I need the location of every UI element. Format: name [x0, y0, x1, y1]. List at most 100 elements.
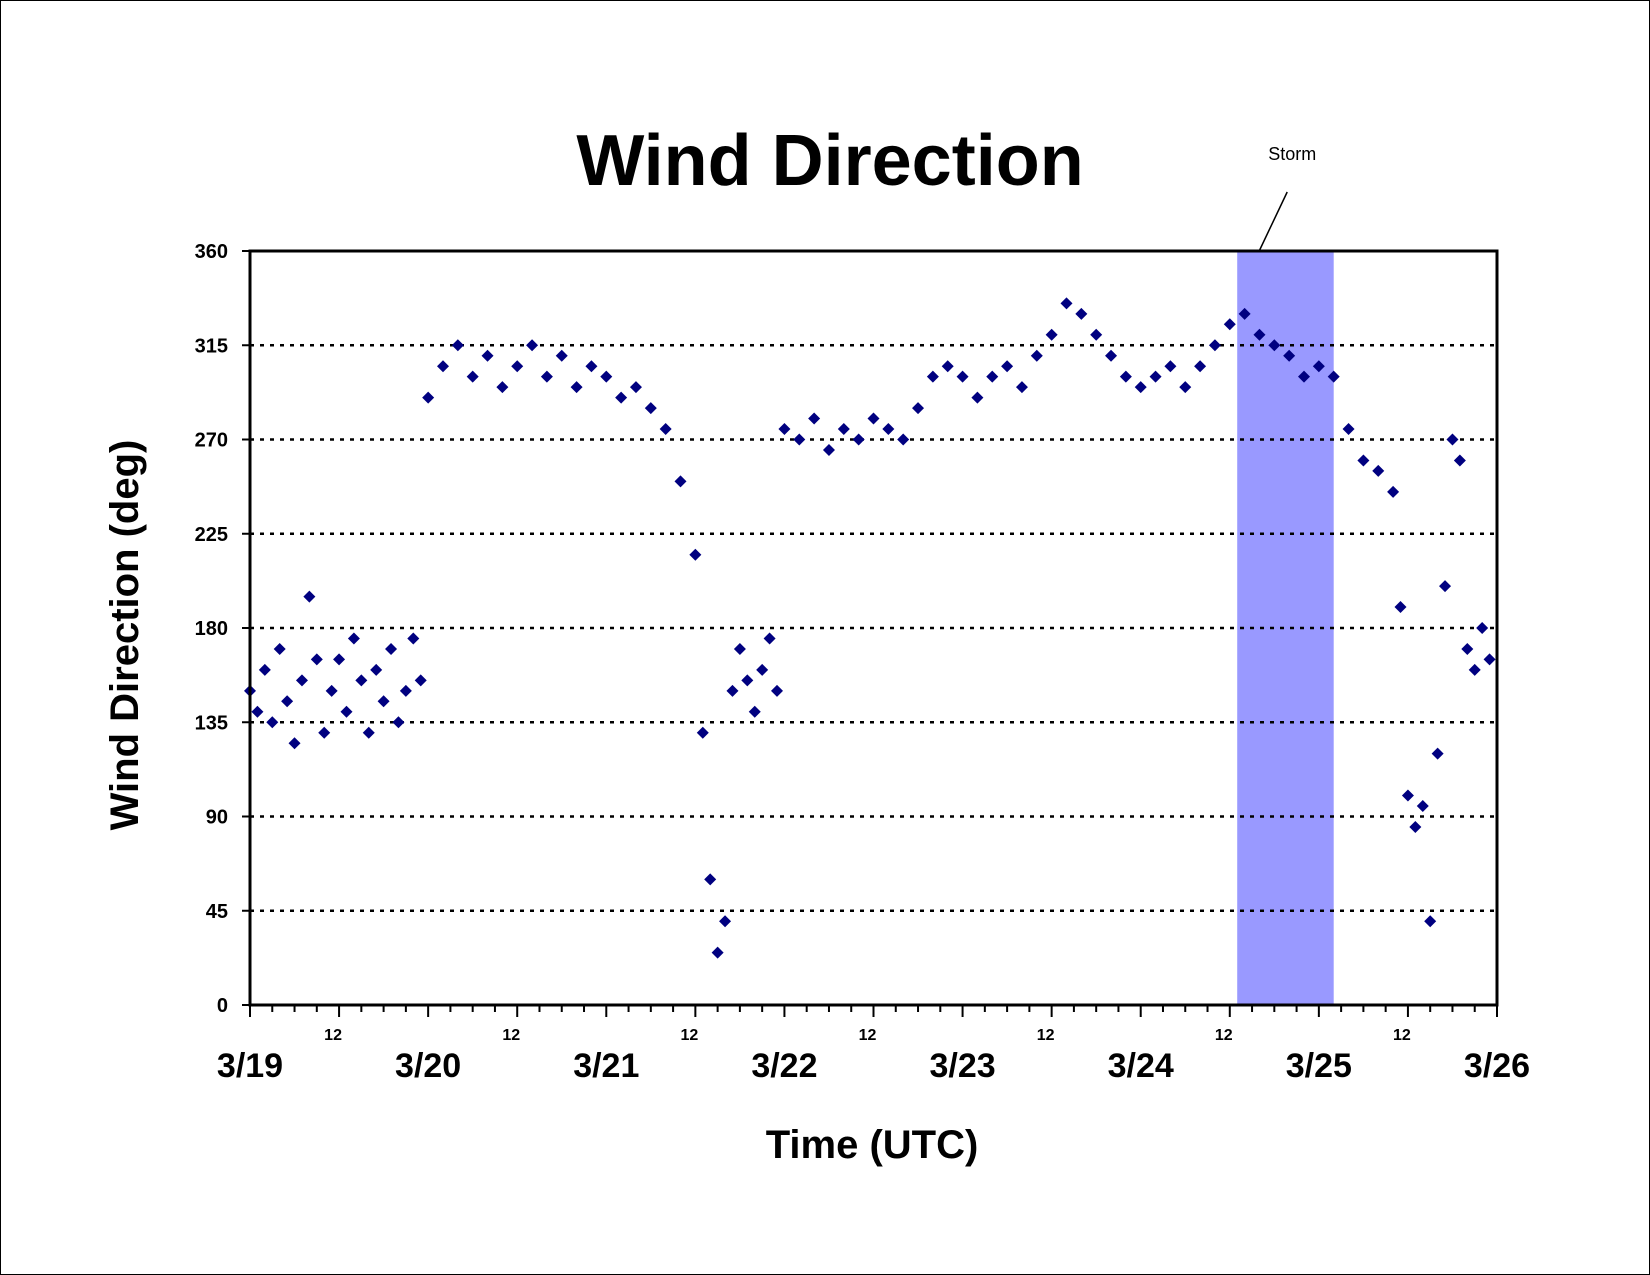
y-tick-label: 135	[195, 712, 228, 734]
data-point	[526, 339, 539, 352]
data-point	[941, 360, 954, 373]
storm-annotation-leader	[1258, 191, 1288, 252]
data-point	[436, 360, 449, 373]
x-axis-title: Time (UTC)	[766, 1123, 979, 1167]
data-point	[466, 370, 479, 383]
data-point	[1045, 328, 1058, 341]
y-tick-label: 270	[195, 430, 228, 452]
data-point	[771, 684, 784, 697]
data-point	[689, 548, 702, 561]
data-point	[1416, 800, 1429, 813]
x-tick-minor-label: 12	[1215, 1027, 1233, 1044]
data-point	[496, 381, 509, 394]
data-point	[1238, 307, 1251, 320]
data-point	[1424, 915, 1437, 928]
data-point	[882, 423, 895, 436]
data-point	[310, 653, 323, 666]
data-point	[251, 705, 264, 718]
y-tick-label: 315	[195, 335, 228, 357]
data-point	[273, 642, 286, 655]
data-point	[1015, 381, 1028, 394]
data-point	[1179, 381, 1192, 394]
data-point	[1312, 360, 1325, 373]
data-point	[266, 716, 279, 729]
data-point	[1342, 423, 1355, 436]
chart-title: Wind Direction	[576, 121, 1083, 201]
data-point	[347, 632, 360, 645]
x-tick-label: 3/24	[1108, 1047, 1174, 1085]
storm-annotation-label: Storm	[1268, 144, 1316, 164]
gridlines	[250, 344, 1497, 912]
x-tick-minor-label: 12	[324, 1027, 342, 1044]
data-point	[674, 475, 687, 488]
data-point	[1409, 820, 1422, 833]
data-point	[719, 915, 732, 928]
data-point	[1001, 360, 1014, 373]
data-point	[392, 716, 405, 729]
data-point	[659, 423, 672, 436]
data-point	[1468, 663, 1481, 676]
data-point	[912, 402, 925, 415]
x-tick-label: 3/25	[1286, 1047, 1352, 1085]
data-point	[1223, 318, 1236, 331]
data-point	[629, 381, 642, 394]
y-tick-label: 225	[195, 524, 228, 546]
data-point	[1134, 381, 1147, 394]
data-point	[1298, 370, 1311, 383]
y-axis-ticks: 0 45 90 135 180 225 270 315 360	[195, 241, 250, 1017]
data-point	[1105, 349, 1118, 362]
data-point	[1387, 485, 1400, 498]
data-point	[258, 663, 271, 676]
data-point	[926, 370, 939, 383]
y-tick-label: 180	[195, 618, 228, 640]
data-point	[763, 632, 776, 645]
x-tick-minor-label: 12	[1393, 1027, 1411, 1044]
data-point	[511, 360, 524, 373]
data-point	[414, 674, 427, 687]
data-point	[986, 370, 999, 383]
data-point	[837, 423, 850, 436]
data-point	[1476, 622, 1489, 634]
data-point	[696, 726, 709, 739]
data-point	[1164, 360, 1177, 373]
data-point	[867, 412, 880, 425]
data-point	[407, 632, 420, 645]
data-point	[1453, 454, 1466, 467]
data-point	[748, 705, 761, 718]
data-point	[756, 663, 769, 676]
data-point	[333, 653, 346, 666]
data-point	[1439, 580, 1452, 593]
data-point	[1283, 349, 1296, 362]
data-point	[1194, 360, 1207, 373]
data-point	[741, 674, 754, 687]
data-point	[897, 433, 910, 446]
data-point	[1208, 339, 1221, 352]
data-points	[244, 297, 1496, 959]
data-point	[325, 684, 338, 697]
data-point	[600, 370, 613, 383]
data-point	[1431, 747, 1444, 760]
data-point	[422, 391, 435, 404]
data-point	[1372, 464, 1385, 477]
data-point	[540, 370, 553, 383]
y-tick-label: 0	[217, 995, 228, 1017]
data-point	[726, 684, 739, 697]
x-tick-label: 3/22	[751, 1047, 817, 1085]
y-tick-label: 360	[195, 241, 228, 263]
data-point	[808, 412, 821, 425]
data-point	[852, 433, 865, 446]
x-tick-minor-label: 12	[1037, 1027, 1055, 1044]
data-point	[615, 391, 628, 404]
data-point	[778, 423, 791, 436]
y-axis-title: Wind Direction (deg)	[103, 440, 147, 831]
data-point	[1090, 328, 1103, 341]
data-point	[1357, 454, 1370, 467]
data-point	[1394, 601, 1407, 614]
data-point	[399, 684, 412, 697]
data-point	[1461, 642, 1474, 655]
data-point	[377, 695, 390, 708]
data-point	[1327, 370, 1340, 383]
data-point	[370, 663, 383, 676]
y-tick-label: 45	[206, 901, 228, 923]
